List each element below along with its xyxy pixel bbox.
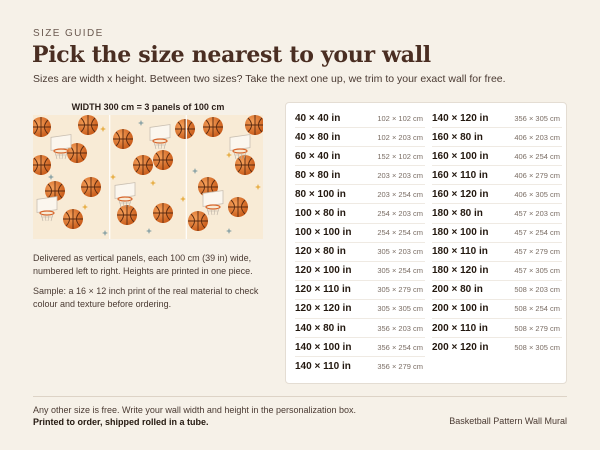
size-inches: 80 × 100 in (295, 188, 346, 200)
size-centimeters: 203 × 254 cm (377, 189, 423, 199)
size-row: 200 × 120 in 508 × 305 cm (432, 338, 562, 357)
page-title: Pick the size nearest to your wall (32, 42, 431, 68)
product-name: Basketball Pattern Wall Mural (449, 416, 567, 426)
size-centimeters: 203 × 203 cm (377, 170, 423, 180)
size-centimeters: 305 × 279 cm (377, 285, 423, 295)
size-centimeters: 254 × 203 cm (377, 209, 423, 219)
size-centimeters: 254 × 254 cm (377, 228, 423, 238)
sample-description: Sample: a 16 × 12 inch print of the real… (33, 286, 259, 309)
size-row: 100 × 100 in 254 × 254 cm (295, 224, 425, 243)
size-inches: 120 × 110 in (295, 284, 351, 296)
basketball-pattern-mural-image (33, 115, 263, 239)
size-centimeters: 305 × 203 cm (377, 247, 423, 257)
size-row: 60 × 40 in 152 × 102 cm (295, 147, 425, 167)
size-centimeters: 406 × 203 cm (514, 132, 560, 142)
size-row: 40 × 40 in 102 × 102 cm (295, 109, 425, 129)
size-inches: 40 × 40 in (295, 112, 341, 124)
size-inches: 200 × 120 in (432, 342, 489, 354)
size-centimeters: 508 × 203 cm (514, 285, 560, 295)
size-inches: 80 × 80 in (295, 169, 341, 181)
size-row: 160 × 100 in 406 × 254 cm (432, 147, 562, 167)
size-centimeters: 457 × 305 cm (514, 266, 560, 276)
size-inches: 180 × 120 in (432, 265, 489, 277)
size-row: 200 × 110 in 508 × 279 cm (432, 319, 562, 339)
size-centimeters: 102 × 203 cm (377, 132, 423, 142)
size-inches: 160 × 110 in (432, 169, 488, 181)
size-row: 80 × 80 in 203 × 203 cm (295, 166, 425, 186)
size-centimeters: 406 × 305 cm (514, 189, 560, 199)
size-inches: 180 × 110 in (432, 246, 488, 258)
size-column-right: 140 × 120 in 356 × 305 cm 160 × 80 in 406 ×… (432, 109, 562, 357)
size-inches: 200 × 110 in (432, 322, 488, 334)
size-inches: 140 × 80 in (295, 322, 346, 334)
eyebrow-label: SIZE GUIDE (33, 28, 104, 39)
size-centimeters: 102 × 102 cm (377, 113, 423, 123)
size-centimeters: 305 × 305 cm (377, 304, 423, 314)
size-row: 160 × 110 in 406 × 279 cm (432, 166, 562, 186)
size-row: 100 × 80 in 254 × 203 cm (295, 204, 425, 224)
size-column-left: 40 × 40 in 102 × 102 cm 40 × 80 in 102 × 20… (295, 109, 425, 376)
size-row: 140 × 120 in 356 × 305 cm (432, 109, 562, 129)
size-inches: 160 × 120 in (432, 188, 489, 200)
mural-preview (33, 115, 263, 239)
size-row: 120 × 110 in 305 × 279 cm (295, 281, 425, 300)
size-centimeters: 508 × 305 cm (514, 343, 560, 353)
size-centimeters: 457 × 279 cm (514, 247, 560, 257)
size-inches: 60 × 40 in (295, 150, 341, 162)
shipping-note: Printed to order, shipped rolled in a tu… (33, 417, 209, 427)
size-row: 180 × 100 in 457 × 254 cm (432, 224, 562, 243)
size-centimeters: 356 × 203 cm (377, 323, 423, 333)
size-inches: 180 × 100 in (432, 227, 489, 239)
size-centimeters: 356 × 305 cm (514, 113, 560, 123)
size-inches: 140 × 100 in (295, 341, 352, 353)
size-centimeters: 305 × 254 cm (377, 266, 423, 276)
size-row: 140 × 100 in 356 × 254 cm (295, 338, 425, 358)
custom-size-note: Any other size is free. Write your wall … (33, 405, 357, 415)
size-row: 160 × 80 in 406 × 203 cm (432, 128, 562, 148)
size-centimeters: 152 × 102 cm (377, 151, 423, 161)
size-inches: 160 × 80 in (432, 131, 483, 143)
width-caption: WIDTH 300 cm = 3 panels of 100 cm (71, 102, 225, 112)
size-row: 40 × 80 in 102 × 203 cm (295, 128, 425, 148)
size-row: 200 × 100 in 508 × 254 cm (432, 300, 562, 320)
size-centimeters: 406 × 279 cm (514, 170, 560, 180)
size-inches: 200 × 80 in (432, 284, 483, 296)
size-inches: 160 × 100 in (432, 150, 489, 162)
size-inches: 100 × 100 in (295, 227, 352, 239)
size-centimeters: 457 × 203 cm (514, 209, 560, 219)
page-subtitle: Sizes are width x height. Between two si… (33, 73, 506, 85)
size-inches: 40 × 80 in (295, 131, 341, 143)
size-inches: 200 × 100 in (432, 303, 489, 315)
size-row: 120 × 120 in 305 × 305 cm (295, 300, 425, 320)
size-centimeters: 356 × 254 cm (377, 342, 423, 352)
size-row: 180 × 110 in 457 × 279 cm (432, 243, 562, 262)
size-inches: 140 × 110 in (295, 361, 351, 373)
size-row: 140 × 110 in 356 × 279 cm (295, 357, 425, 376)
size-centimeters: 406 × 254 cm (514, 151, 560, 161)
size-row: 200 × 80 in 508 × 203 cm (432, 281, 562, 300)
size-inches: 100 × 80 in (295, 208, 346, 220)
size-row: 180 × 120 in 457 × 305 cm (432, 262, 562, 281)
size-row: 180 × 80 in 457 × 203 cm (432, 204, 562, 224)
size-centimeters: 457 × 254 cm (514, 228, 560, 238)
size-row: 120 × 80 in 305 × 203 cm (295, 243, 425, 262)
size-centimeters: 508 × 254 cm (514, 304, 560, 314)
size-inches: 120 × 100 in (295, 265, 352, 277)
size-inches: 120 × 120 in (295, 303, 352, 315)
size-inches: 120 × 80 in (295, 246, 346, 258)
size-row: 140 × 80 in 356 × 203 cm (295, 319, 425, 339)
size-inches: 180 × 80 in (432, 208, 483, 220)
size-centimeters: 356 × 279 cm (377, 362, 423, 372)
size-table: 40 × 40 in 102 × 102 cm 40 × 80 in 102 × 20… (285, 102, 567, 384)
size-row: 120 × 100 in 305 × 254 cm (295, 262, 425, 281)
size-row: 80 × 100 in 203 × 254 cm (295, 185, 425, 205)
size-row: 160 × 120 in 406 × 305 cm (432, 185, 562, 205)
size-inches: 140 × 120 in (432, 112, 489, 124)
size-centimeters: 508 × 279 cm (514, 323, 560, 333)
footer-divider (33, 396, 567, 397)
panels-description: Delivered as vertical panels, each 100 c… (33, 253, 253, 276)
